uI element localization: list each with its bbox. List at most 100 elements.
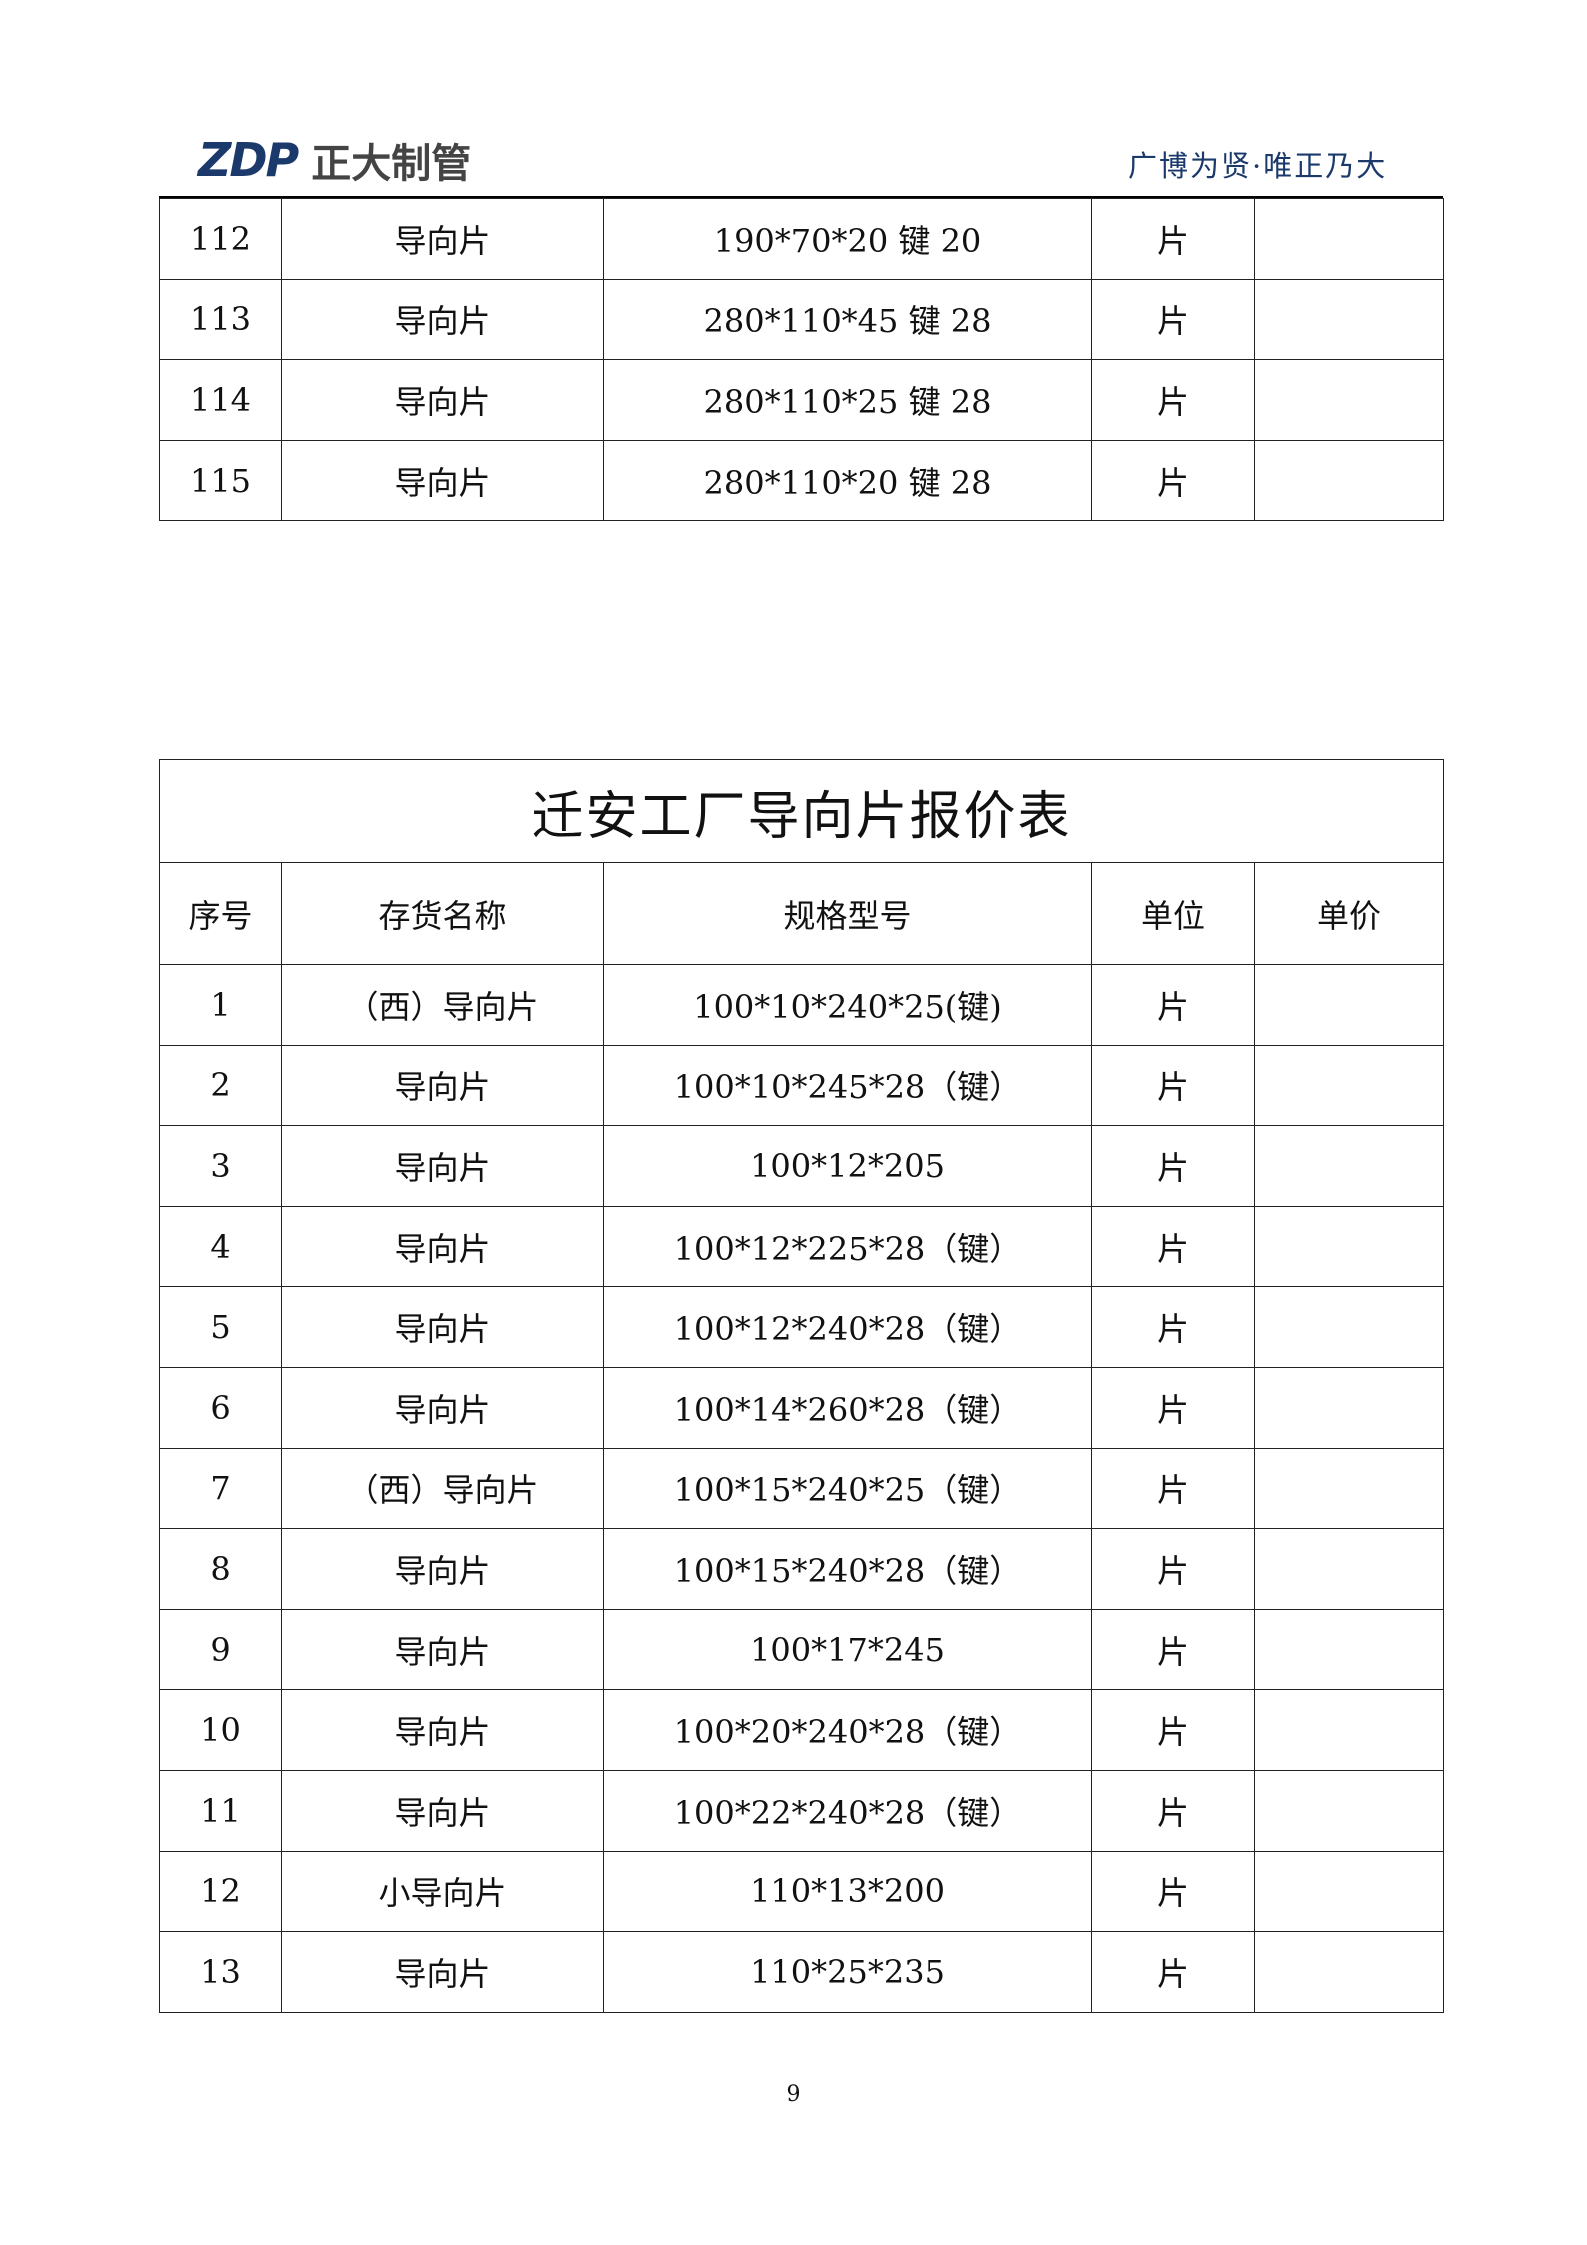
- cell-unit: 片: [1091, 1044, 1255, 1127]
- cell-name: 导向片: [281, 1528, 604, 1610]
- cell-index: 4: [159, 1205, 282, 1288]
- cell-unit: 片: [1091, 964, 1255, 1046]
- table-title: 迁安工厂导向片报价表: [159, 759, 1444, 863]
- cell-name: 导向片: [281, 278, 604, 361]
- cell-price: [1254, 1125, 1444, 1207]
- cell-unit: 片: [1091, 1286, 1255, 1368]
- cell-price: [1254, 198, 1444, 280]
- cell-unit: 片: [1091, 1125, 1255, 1207]
- cell-index: 2: [159, 1044, 282, 1127]
- cell-price: [1254, 439, 1444, 522]
- cell-name: （西）导向片: [281, 1447, 604, 1530]
- cell-index: 114: [159, 359, 282, 441]
- cell-unit: 片: [1091, 1528, 1255, 1610]
- header-spec: 规格型号: [603, 862, 1092, 965]
- cell-price: [1254, 1850, 1444, 1933]
- cell-spec: 280*110*45 键 28: [603, 278, 1092, 361]
- table-row: 8 导向片 100*15*240*28（键）片: [159, 1528, 1444, 1610]
- cell-name: 导向片: [281, 1205, 604, 1288]
- cell-price: [1254, 1608, 1444, 1691]
- cell-price: [1254, 359, 1444, 441]
- header-unit: 单位: [1091, 862, 1255, 965]
- cell-price: [1254, 1044, 1444, 1127]
- cell-name: 导向片: [281, 1608, 604, 1691]
- cell-index: 1: [159, 964, 282, 1046]
- cell-index: 9: [159, 1608, 282, 1691]
- cell-spec: 100*20*240*28（键）: [603, 1689, 1092, 1771]
- cell-name: 导向片: [281, 1769, 604, 1852]
- cell-index: 12: [159, 1850, 282, 1933]
- table-row: 114 导向片 280*110*25 键 28 片: [159, 359, 1444, 441]
- cell-name: 导向片: [281, 1044, 604, 1127]
- cell-price: [1254, 1528, 1444, 1610]
- cell-name: 导向片: [281, 1125, 604, 1207]
- company-logo: ZDP 正大制管: [198, 133, 472, 187]
- cell-spec: 110*13*200: [603, 1850, 1092, 1933]
- cell-index: 10: [159, 1689, 282, 1771]
- cell-unit: 片: [1091, 1447, 1255, 1530]
- cell-spec: 100*12*205: [603, 1125, 1092, 1207]
- cell-name: 导向片: [281, 198, 604, 280]
- cell-price: [1254, 1205, 1444, 1288]
- cell-name: 导向片: [281, 1286, 604, 1368]
- table-row: 5 导向片 100*12*240*28（键）片: [159, 1286, 1444, 1368]
- cell-price: [1254, 964, 1444, 1046]
- cell-spec: 100*10*245*28（键）: [603, 1044, 1092, 1127]
- cell-spec: 100*22*240*28（键）: [603, 1769, 1092, 1852]
- cell-index: 6: [159, 1366, 282, 1449]
- cell-spec: 100*12*225*28（键）: [603, 1205, 1092, 1288]
- table-row: 11 导向片 100*22*240*28（键）片: [159, 1769, 1444, 1852]
- table-row: 4 导向片 100*12*225*28（键）片: [159, 1205, 1444, 1288]
- table-row: 115 导向片 280*110*20 键 28 片: [159, 439, 1444, 522]
- cell-name: 导向片: [281, 1931, 604, 2013]
- logo-text: 正大制管: [311, 141, 472, 187]
- table-row: 12 小导向片 110*13*200 片: [159, 1850, 1444, 1933]
- cell-index: 13: [159, 1931, 282, 2013]
- cell-spec: 100*14*260*28（键）: [603, 1366, 1092, 1449]
- cell-price: [1254, 1286, 1444, 1368]
- cell-name: 导向片: [281, 1366, 604, 1449]
- cell-price: [1254, 1689, 1444, 1771]
- cell-unit: 片: [1091, 198, 1255, 280]
- table-row: 112 导向片 190*70*20 键 20 片: [159, 198, 1444, 280]
- table-row: 13 导向片 110*25*235 片: [159, 1931, 1444, 2013]
- cell-index: 11: [159, 1769, 282, 1852]
- cell-spec: 100*17*245: [603, 1608, 1092, 1691]
- cell-spec: 190*70*20 键 20: [603, 198, 1092, 280]
- cell-price: [1254, 1931, 1444, 2013]
- header-divider: [159, 196, 1443, 198]
- table-row: 3 导向片 100*12*205 片: [159, 1125, 1444, 1207]
- cell-price: [1254, 278, 1444, 361]
- cell-unit: 片: [1091, 1689, 1255, 1771]
- cell-index: 113: [159, 278, 282, 361]
- cell-spec: 100*12*240*28（键）: [603, 1286, 1092, 1368]
- table-row: 2 导向片 100*10*245*28（键）片: [159, 1044, 1444, 1127]
- cell-spec: 100*15*240*28（键）: [603, 1528, 1092, 1610]
- header-index: 序号: [159, 862, 282, 965]
- cell-spec: 100*15*240*25（键）: [603, 1447, 1092, 1530]
- table-row: 7 （西）导向片 100*15*240*25（键）片: [159, 1447, 1444, 1530]
- cell-name: 导向片: [281, 439, 604, 522]
- cell-spec: 100*10*240*25(键): [603, 964, 1092, 1046]
- cell-name: （西）导向片: [281, 964, 604, 1046]
- cell-unit: 片: [1091, 1850, 1255, 1933]
- cell-price: [1254, 1769, 1444, 1852]
- header-price: 单价: [1254, 862, 1444, 965]
- cell-unit: 片: [1091, 1608, 1255, 1691]
- cell-unit: 片: [1091, 359, 1255, 441]
- price-table: 迁安工厂导向片报价表 序号 存货名称 规格型号 单位 单价 1 （西）导向片 100…: [159, 759, 1444, 2013]
- cell-price: [1254, 1366, 1444, 1449]
- cell-spec: 280*110*25 键 28: [603, 359, 1092, 441]
- cell-spec: 110*25*235: [603, 1931, 1092, 2013]
- cell-unit: 片: [1091, 439, 1255, 522]
- cell-name: 导向片: [281, 359, 604, 441]
- logo-mark: ZDP: [198, 133, 299, 187]
- table-row: 10 导向片 100*20*240*28（键）片: [159, 1689, 1444, 1771]
- cell-name: 小导向片: [281, 1850, 604, 1933]
- header-name: 存货名称: [281, 862, 604, 965]
- cell-unit: 片: [1091, 1931, 1255, 2013]
- page-number: 9: [786, 2082, 801, 2107]
- cell-unit: 片: [1091, 278, 1255, 361]
- cell-unit: 片: [1091, 1769, 1255, 1852]
- table-row: 9 导向片 100*17*245 片: [159, 1608, 1444, 1691]
